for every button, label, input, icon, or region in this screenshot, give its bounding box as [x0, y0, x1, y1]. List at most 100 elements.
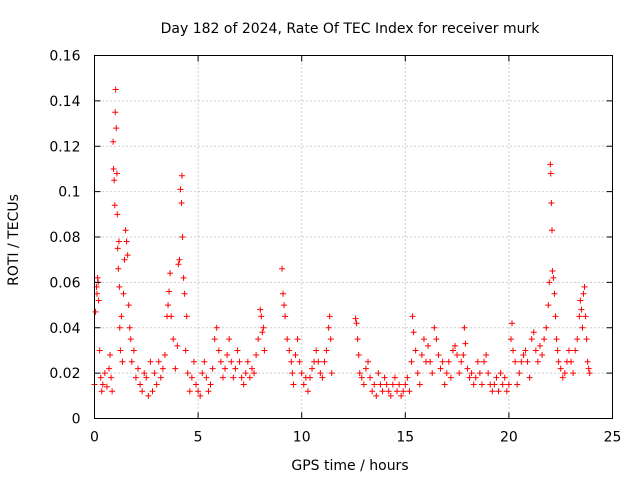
data-point — [458, 358, 465, 365]
data-point — [101, 370, 108, 377]
data-point — [211, 336, 218, 343]
data-point — [394, 388, 401, 395]
data-point — [574, 336, 581, 343]
data-point — [289, 370, 296, 377]
data-point — [367, 374, 374, 381]
data-point — [534, 358, 541, 365]
data-point — [553, 336, 560, 343]
data-point — [373, 392, 380, 399]
data-point — [474, 358, 481, 365]
data-point — [279, 265, 286, 272]
data-point — [371, 381, 378, 388]
data-point — [369, 388, 376, 395]
data-point — [466, 374, 473, 381]
data-point — [470, 381, 477, 388]
data-point — [548, 227, 555, 234]
data-point — [355, 351, 362, 358]
data-point — [178, 172, 185, 179]
data-point — [199, 370, 206, 377]
data-point — [179, 234, 186, 240]
data-point — [412, 347, 419, 354]
data-point — [557, 365, 564, 372]
data-point — [296, 358, 303, 365]
data-point — [461, 324, 468, 331]
data-point — [112, 86, 119, 93]
data-point — [109, 388, 116, 395]
x-axis-label: GPS time / hours — [291, 458, 408, 474]
data-point — [125, 302, 132, 309]
data-point — [522, 347, 529, 354]
data-point — [143, 374, 150, 381]
data-point — [226, 336, 233, 343]
data-point — [253, 351, 260, 358]
data-point — [530, 329, 537, 336]
data-point — [151, 370, 158, 377]
data-point — [389, 381, 396, 388]
data-point — [568, 358, 575, 365]
data-point — [137, 381, 144, 388]
data-point — [234, 347, 241, 354]
data-point — [116, 283, 123, 290]
data-point — [111, 177, 118, 184]
data-point — [306, 374, 313, 381]
data-point — [175, 261, 182, 268]
data-point — [509, 320, 516, 327]
data-point — [108, 374, 115, 381]
data-point — [203, 374, 210, 381]
data-point — [141, 370, 148, 377]
data-point — [240, 381, 247, 388]
chart-title: Day 182 of 2024, Rate Of TEC Index for r… — [161, 21, 541, 37]
data-point — [472, 374, 479, 381]
data-point — [123, 238, 130, 245]
data-point — [132, 374, 139, 381]
data-point — [404, 374, 411, 381]
data-point — [124, 252, 131, 259]
data-point — [294, 336, 301, 343]
data-point — [217, 358, 224, 365]
data-point — [177, 186, 184, 193]
data-point — [559, 374, 566, 381]
data-point — [115, 238, 122, 245]
y-tick-label: 0.12 — [49, 139, 80, 155]
data-point — [284, 336, 291, 343]
data-point — [128, 358, 135, 365]
data-point — [113, 170, 120, 177]
data-point — [464, 365, 471, 372]
data-point — [114, 211, 121, 218]
data-point — [578, 306, 585, 313]
data-point — [541, 336, 548, 343]
data-point — [507, 336, 514, 343]
data-point — [414, 370, 421, 377]
data-point — [153, 381, 160, 388]
data-point — [228, 358, 235, 365]
data-point — [172, 365, 179, 372]
data-point — [166, 288, 173, 295]
data-point — [120, 290, 127, 297]
data-point — [309, 365, 316, 372]
data-point — [425, 342, 432, 349]
data-point — [255, 336, 262, 343]
y-tick-label: 0.14 — [49, 94, 80, 110]
data-point — [581, 283, 588, 290]
data-point — [435, 351, 442, 358]
data-point — [526, 374, 533, 381]
data-point — [514, 381, 521, 388]
data-point — [327, 336, 334, 343]
data-point — [554, 347, 561, 354]
data-point — [360, 381, 367, 388]
data-point — [551, 290, 558, 297]
data-point — [577, 297, 584, 304]
data-point — [290, 381, 297, 388]
data-point — [117, 347, 124, 354]
data-point — [449, 347, 456, 354]
data-point — [550, 274, 557, 281]
data-point — [232, 365, 239, 372]
data-point — [447, 374, 454, 381]
data-point — [238, 374, 245, 381]
data-point — [130, 347, 137, 354]
data-point — [178, 199, 185, 206]
data-point — [427, 358, 434, 365]
x-tick-label: 0 — [90, 430, 99, 446]
data-point — [579, 324, 586, 331]
